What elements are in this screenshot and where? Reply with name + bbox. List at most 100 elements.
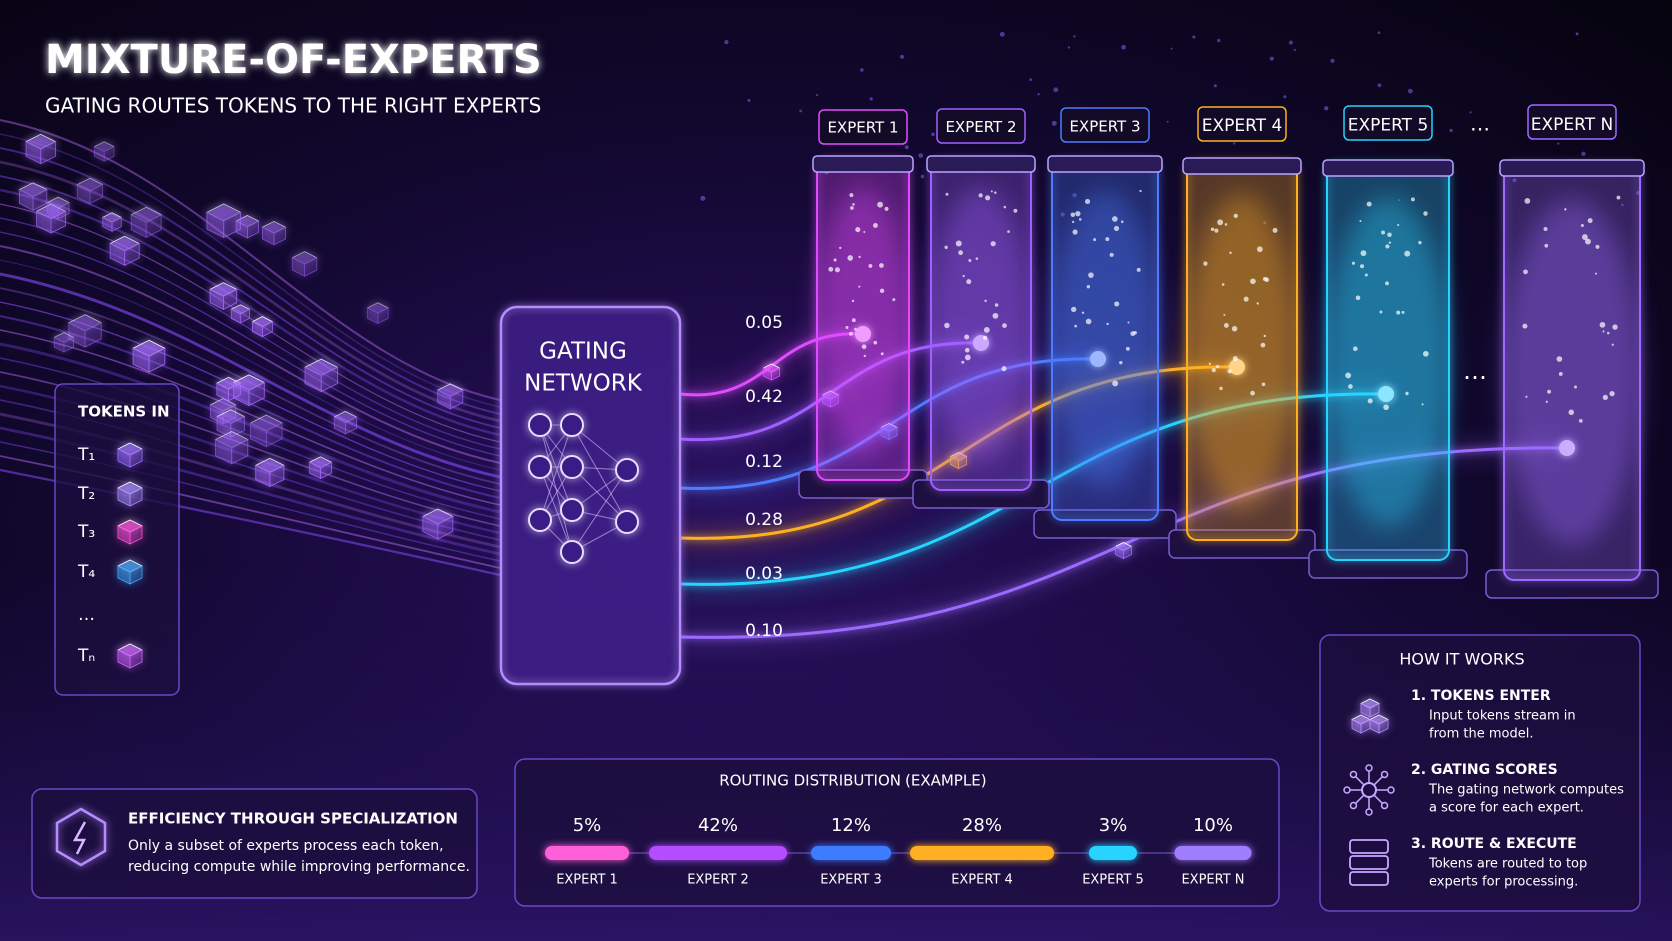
expert-particle [1606, 331, 1610, 335]
nn-node [528, 413, 552, 437]
nn-node [560, 455, 584, 479]
expert-particle [1545, 400, 1548, 403]
cube-right [103, 145, 115, 162]
expert-particle [1547, 389, 1552, 394]
expert-particle [1385, 244, 1390, 249]
cube [46, 196, 70, 220]
stream [0, 245, 501, 464]
step-icon [1349, 839, 1389, 854]
cube [762, 363, 781, 381]
expert-particle [1250, 390, 1255, 396]
particle [1213, 84, 1217, 88]
expert-particle [1264, 277, 1270, 283]
expert-particle [1231, 325, 1238, 332]
routing-bar [910, 846, 1054, 860]
how-panel [1319, 634, 1641, 912]
cube [421, 508, 454, 540]
particle [1407, 88, 1413, 94]
expert-particle [961, 360, 965, 364]
title: MIXTURE-OF-EXPERTS [45, 37, 542, 83]
cube [93, 141, 115, 162]
expert-particle [945, 192, 949, 196]
routing-percent: 42% [698, 815, 738, 836]
expert-particle [990, 241, 996, 247]
expert-particle [833, 258, 837, 262]
score: 0.42 [745, 387, 783, 407]
stream [0, 175, 501, 429]
expert-particle [849, 193, 854, 198]
particle [1377, 31, 1381, 35]
score: 0.03 [745, 564, 783, 584]
expert-particle [1106, 322, 1109, 326]
expert-particle [1229, 251, 1232, 255]
expert-particle [1256, 302, 1259, 305]
step-icon [1349, 770, 1358, 779]
expert-particle [966, 279, 972, 285]
expert-particle [1113, 225, 1120, 232]
expert-label-box [1527, 104, 1617, 140]
expert-particle [958, 250, 964, 256]
particle [869, 97, 873, 101]
nn-node [615, 458, 639, 482]
particle [724, 40, 729, 45]
particle [1469, 111, 1472, 114]
cube-right [437, 515, 454, 540]
expert-particle [1216, 364, 1220, 369]
expert-particle [1203, 261, 1208, 266]
cube [304, 358, 339, 393]
cube [101, 212, 123, 232]
step-icon [1373, 776, 1383, 786]
token-label: T₃ [77, 522, 95, 542]
expert-particle [872, 222, 878, 228]
expert-particle [983, 326, 990, 333]
particle [1170, 47, 1173, 50]
expert-particle [1580, 223, 1584, 227]
routing-expert: EXPERT 1 [556, 873, 618, 888]
cube [18, 182, 48, 211]
token-label: T₁ [77, 445, 95, 465]
particle [931, 132, 935, 137]
efficiency-title: EFFICIENCY THROUGH SPECIALIZATION [128, 810, 458, 828]
expert-column [1326, 163, 1450, 561]
expert-particle [1568, 409, 1574, 416]
particle [900, 54, 905, 59]
cube-right [1123, 545, 1132, 560]
nn-node [615, 510, 639, 534]
expert-particle [828, 266, 834, 272]
stream [0, 272, 501, 479]
particle [904, 145, 909, 150]
step-icon [1355, 776, 1365, 786]
cube [216, 409, 246, 438]
expert-particle [848, 331, 853, 336]
particle [1269, 56, 1274, 61]
cube-right [248, 381, 265, 407]
expert-particle [1421, 403, 1424, 406]
expert-particle [1355, 295, 1361, 301]
expert-column [1051, 159, 1159, 521]
step-icon [1365, 808, 1373, 816]
gating-network: GATING NETWORK [524, 339, 643, 564]
expert-particle [1523, 269, 1528, 275]
cube-right [223, 211, 241, 239]
expert-particle [1602, 330, 1605, 333]
expert-particle [1387, 232, 1392, 238]
expert-particle [854, 327, 857, 331]
expert-particle [1112, 380, 1119, 387]
cube [251, 316, 274, 338]
particle [1232, 142, 1236, 145]
cube [214, 431, 249, 465]
efficiency-icon [55, 807, 107, 867]
routing-bar [811, 846, 891, 860]
expert-column [1186, 161, 1298, 541]
stream [0, 259, 501, 471]
expert-particle [1078, 218, 1082, 221]
cube [230, 304, 251, 324]
cube [436, 383, 464, 410]
expert-particle [855, 227, 861, 233]
cube-right [1378, 718, 1389, 734]
particle [1330, 58, 1335, 63]
expert-particle [1556, 356, 1563, 362]
expert-particle [850, 206, 854, 210]
expert-particle [1385, 281, 1389, 286]
cube-right [148, 347, 166, 373]
